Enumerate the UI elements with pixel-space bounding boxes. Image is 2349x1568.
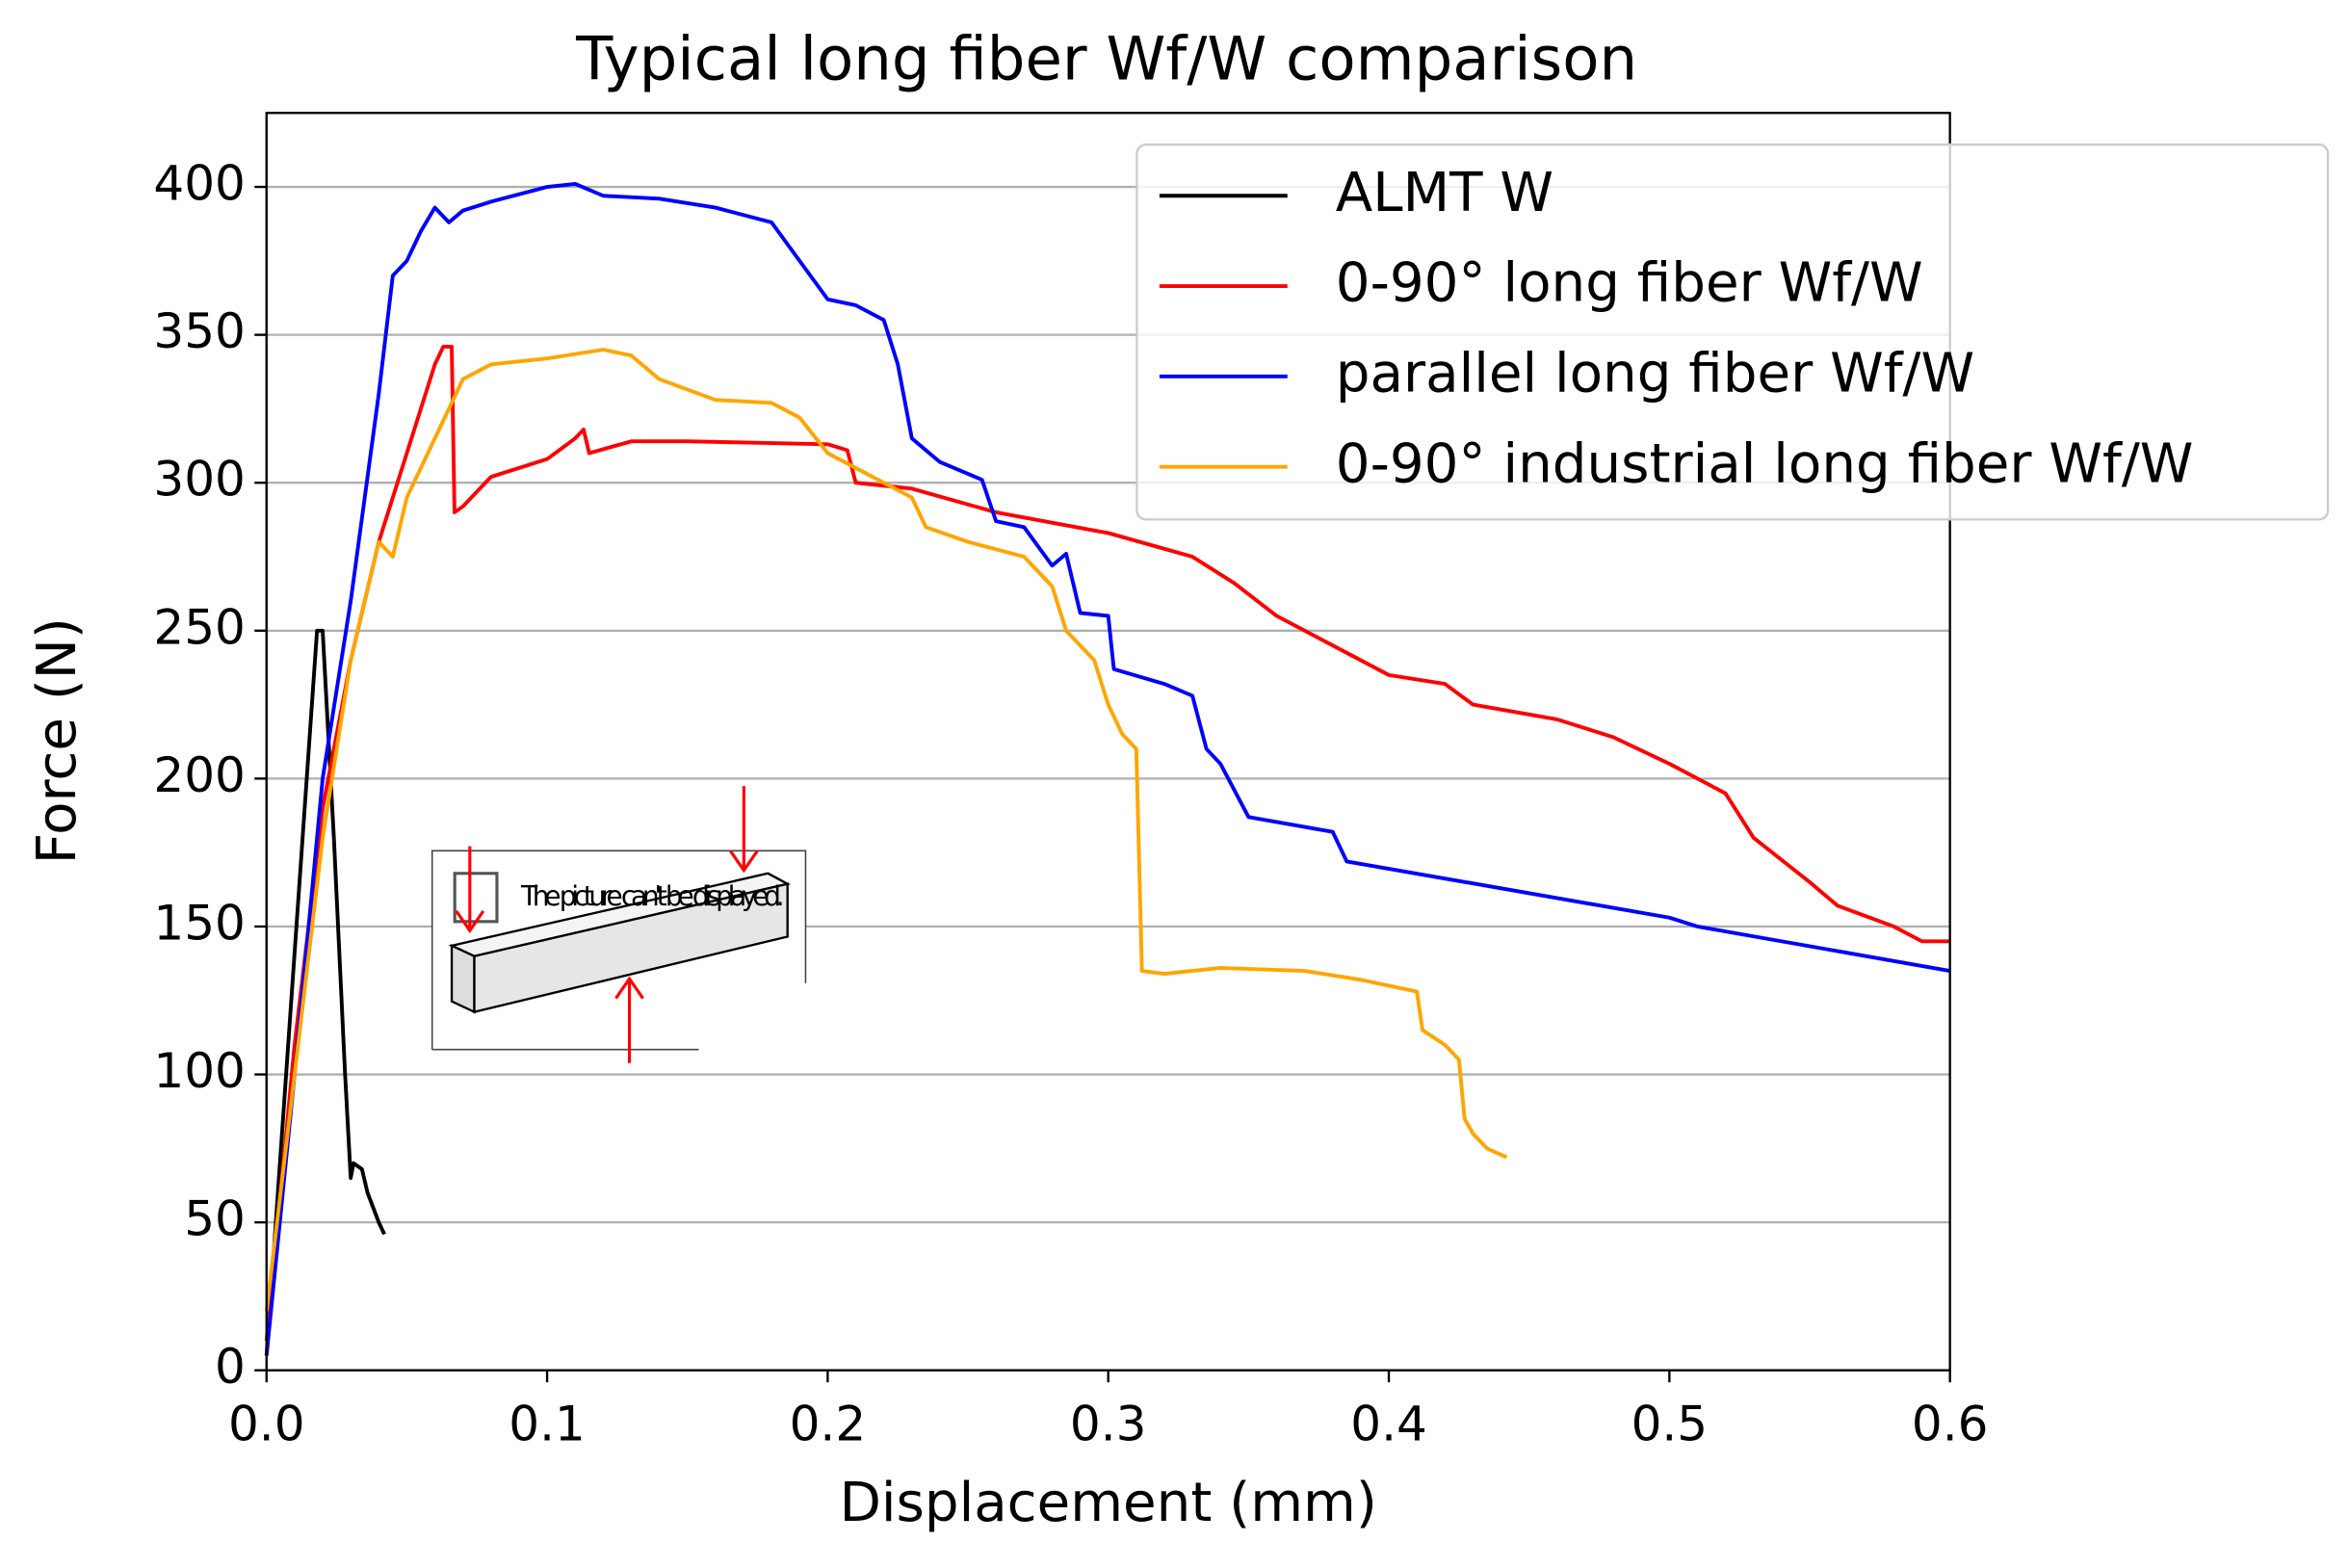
inset-text: The picture can't be displayed. <box>520 880 785 912</box>
x-tick-label: 0.0 <box>228 1397 305 1452</box>
x-tick-label: 0.3 <box>1070 1397 1147 1452</box>
y-tick-label: 350 <box>153 303 245 359</box>
x-tick-label: 0.6 <box>1912 1397 1989 1452</box>
legend-label: ALMT W <box>1336 162 1553 224</box>
inset-image: The picture can't be displayed. <box>431 786 807 1063</box>
y-axis-label: Force (N) <box>26 617 89 864</box>
y-tick-label: 400 <box>153 156 245 212</box>
beam-end <box>450 943 476 1014</box>
series-line <box>264 182 1951 1356</box>
chart-title: Typical long fiber Wf/W comparison <box>575 24 1637 94</box>
inset-border <box>431 849 807 1050</box>
y-tick-label: 50 <box>184 1191 246 1247</box>
x-tick-label: 0.1 <box>509 1397 586 1452</box>
y-tick-label: 150 <box>153 895 245 951</box>
plot-lines <box>264 182 1951 1356</box>
broken-image-icon <box>453 872 499 924</box>
y-tick-label: 0 <box>215 1339 246 1395</box>
series-line <box>264 628 386 1356</box>
x-tick-label: 0.5 <box>1631 1397 1709 1452</box>
series-line <box>264 344 1950 1342</box>
series-line <box>264 348 1508 1312</box>
legend-label: 0-90° industrial long fiber Wf/W <box>1336 432 2194 495</box>
y-tick-label: 250 <box>153 599 245 655</box>
legend-label: 0-90° long fiber Wf/W <box>1336 252 1923 315</box>
x-tick-label: 0.2 <box>790 1397 867 1452</box>
y-tick-label: 100 <box>153 1043 245 1099</box>
x-axis-label: Displacement (mm) <box>840 1472 1377 1534</box>
y-tick-label: 200 <box>153 747 245 803</box>
legend-label: parallel long fiber Wf/W <box>1336 342 1974 405</box>
legend: ALMT W 0-90° long fiber Wf/W parallel long… <box>1135 143 2330 521</box>
legend-box <box>1135 143 2330 521</box>
x-tick-label: 0.4 <box>1350 1397 1427 1452</box>
y-tick-label: 300 <box>153 452 245 508</box>
beam-side <box>473 882 789 1014</box>
load-arrows <box>455 786 759 1063</box>
